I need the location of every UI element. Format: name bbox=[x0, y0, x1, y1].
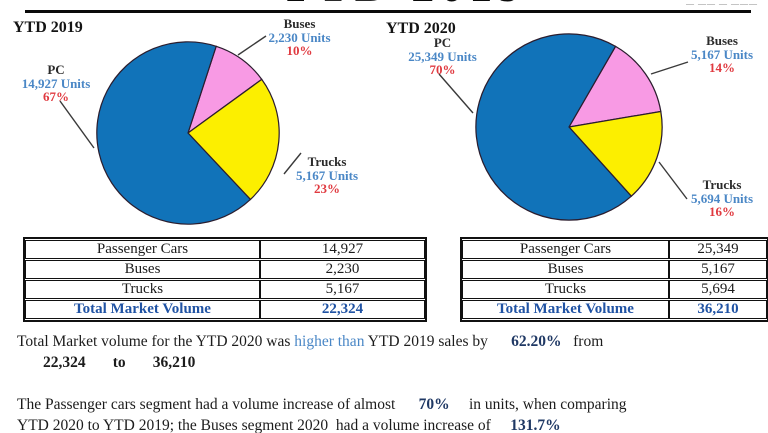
pie-chart-2019 bbox=[96, 41, 280, 225]
pie-label-trucks-2020: Trucks 5,694 Units 16% bbox=[672, 178, 768, 219]
table-row: Buses 2,230 bbox=[25, 260, 425, 279]
volume-table-2020: Passenger Cars 25,349 Buses 5,167 Trucks… bbox=[460, 237, 768, 322]
summary-text: Total Market volume for the YTD 2020 was bbox=[17, 333, 295, 350]
summary-text: YTD 2019 sales by bbox=[364, 333, 512, 350]
pie-slice-buses bbox=[567, 45, 662, 128]
pie-label-percent: 10% bbox=[286, 43, 313, 58]
row-label: Passenger Cars bbox=[25, 240, 260, 259]
summary-text: YTD 2020 to YTD 2019; the Buses segment … bbox=[17, 417, 511, 433]
chart-title-2020: YTD 2020 bbox=[386, 20, 456, 37]
row-label: Total Market Volume bbox=[462, 300, 669, 319]
summary-percent: 131.7% bbox=[510, 417, 561, 433]
summary-text: in units, when comparing bbox=[449, 396, 627, 413]
volume-table-2019: Passenger Cars 14,927 Buses 2,230 Trucks… bbox=[23, 237, 427, 322]
pie-label-category: Buses bbox=[283, 16, 316, 31]
row-value: 22,324 bbox=[260, 300, 425, 319]
pie-slice-trucks bbox=[567, 110, 663, 198]
top-horizontal-rule bbox=[25, 10, 751, 13]
leader-pc-2020 bbox=[438, 73, 474, 114]
summary-paragraph-2: The Passenger cars segment had a volume … bbox=[17, 394, 757, 433]
pie-label-units: 5,694 Units bbox=[690, 190, 754, 206]
table-row: Passenger Cars 14,927 bbox=[25, 240, 425, 259]
pie-chart-2020 bbox=[475, 33, 663, 221]
pie-label-percent: 23% bbox=[314, 181, 340, 196]
pie-label-percent: 70% bbox=[429, 62, 456, 77]
pie-label-category: Buses bbox=[706, 33, 738, 48]
row-label: Trucks bbox=[462, 280, 669, 299]
pie-label-buses-2020: Buses 5,167 Units 14% bbox=[672, 34, 768, 75]
row-value: 5,167 bbox=[669, 260, 767, 279]
row-value: 5,694 bbox=[669, 280, 767, 299]
page-title-text: YTD 2019 bbox=[278, 0, 528, 9]
pie-label-percent: 67% bbox=[43, 89, 69, 104]
pie-label-units: 14,927 Units bbox=[21, 75, 91, 91]
summary-volume-range: 22,324 to 36,210 bbox=[43, 354, 196, 371]
row-value: 14,927 bbox=[260, 240, 425, 259]
table-row: Trucks 5,167 bbox=[25, 280, 425, 299]
table-row: Passenger Cars 25,349 bbox=[462, 240, 767, 259]
table-total-row: Total Market Volume 22,324 bbox=[25, 300, 425, 319]
pie-slice-pc bbox=[96, 41, 252, 225]
summary-paragraph-1: Total Market volume for the YTD 2020 was… bbox=[17, 331, 757, 373]
top-right-clipped-text: — —— — ——— bbox=[686, 0, 758, 5]
table-total-row: Total Market Volume 36,210 bbox=[462, 300, 767, 319]
row-label: Total Market Volume bbox=[25, 300, 260, 319]
pie-label-percent: 16% bbox=[709, 204, 735, 219]
pie-label-category: Trucks bbox=[307, 154, 347, 169]
row-value: 5,167 bbox=[260, 280, 425, 299]
summary-text: from bbox=[561, 333, 604, 350]
row-label: Trucks bbox=[25, 280, 260, 299]
summary-percent: 62.20% bbox=[511, 333, 562, 350]
pie-label-pc-2020: PC 25,349 Units 70% bbox=[390, 36, 495, 77]
chart-title-2019: YTD 2019 bbox=[13, 19, 83, 36]
row-value: 36,210 bbox=[669, 300, 767, 319]
table-row: Buses 5,167 bbox=[462, 260, 767, 279]
pie-label-category: Trucks bbox=[702, 177, 742, 192]
pie-slice-trucks bbox=[187, 78, 280, 201]
row-value: 2,230 bbox=[260, 260, 425, 279]
summary-text: The Passenger cars segment had a volume … bbox=[17, 396, 419, 413]
page-title-clipped: YTD 2019 bbox=[278, 0, 528, 9]
table-row: Trucks 5,694 bbox=[462, 280, 767, 299]
pie-label-pc-2019: PC 14,927 Units 67% bbox=[2, 63, 110, 104]
pie-label-units: 25,349 Units bbox=[408, 48, 477, 64]
pie-label-units: 5,167 Units bbox=[690, 46, 754, 62]
row-label: Passenger Cars bbox=[462, 240, 669, 259]
pie-label-category: PC bbox=[433, 35, 452, 50]
summary-percent: 70% bbox=[418, 396, 450, 413]
leader-pc-2019 bbox=[59, 100, 95, 149]
summary-highlight: higher than bbox=[294, 333, 365, 350]
pie-slice-pc bbox=[475, 33, 633, 221]
pie-label-units: 2,230 Units bbox=[268, 29, 331, 45]
pie-label-buses-2019: Buses 2,230 Units 10% bbox=[247, 17, 352, 58]
pie-label-category: PC bbox=[47, 62, 65, 77]
row-value: 25,349 bbox=[669, 240, 767, 259]
pie-label-trucks-2019: Trucks 5,167 Units 23% bbox=[273, 155, 381, 196]
row-label: Buses bbox=[25, 260, 260, 279]
row-label: Buses bbox=[462, 260, 669, 279]
pie-label-units: 5,167 Units bbox=[295, 167, 359, 183]
pie-label-percent: 14% bbox=[709, 60, 735, 75]
